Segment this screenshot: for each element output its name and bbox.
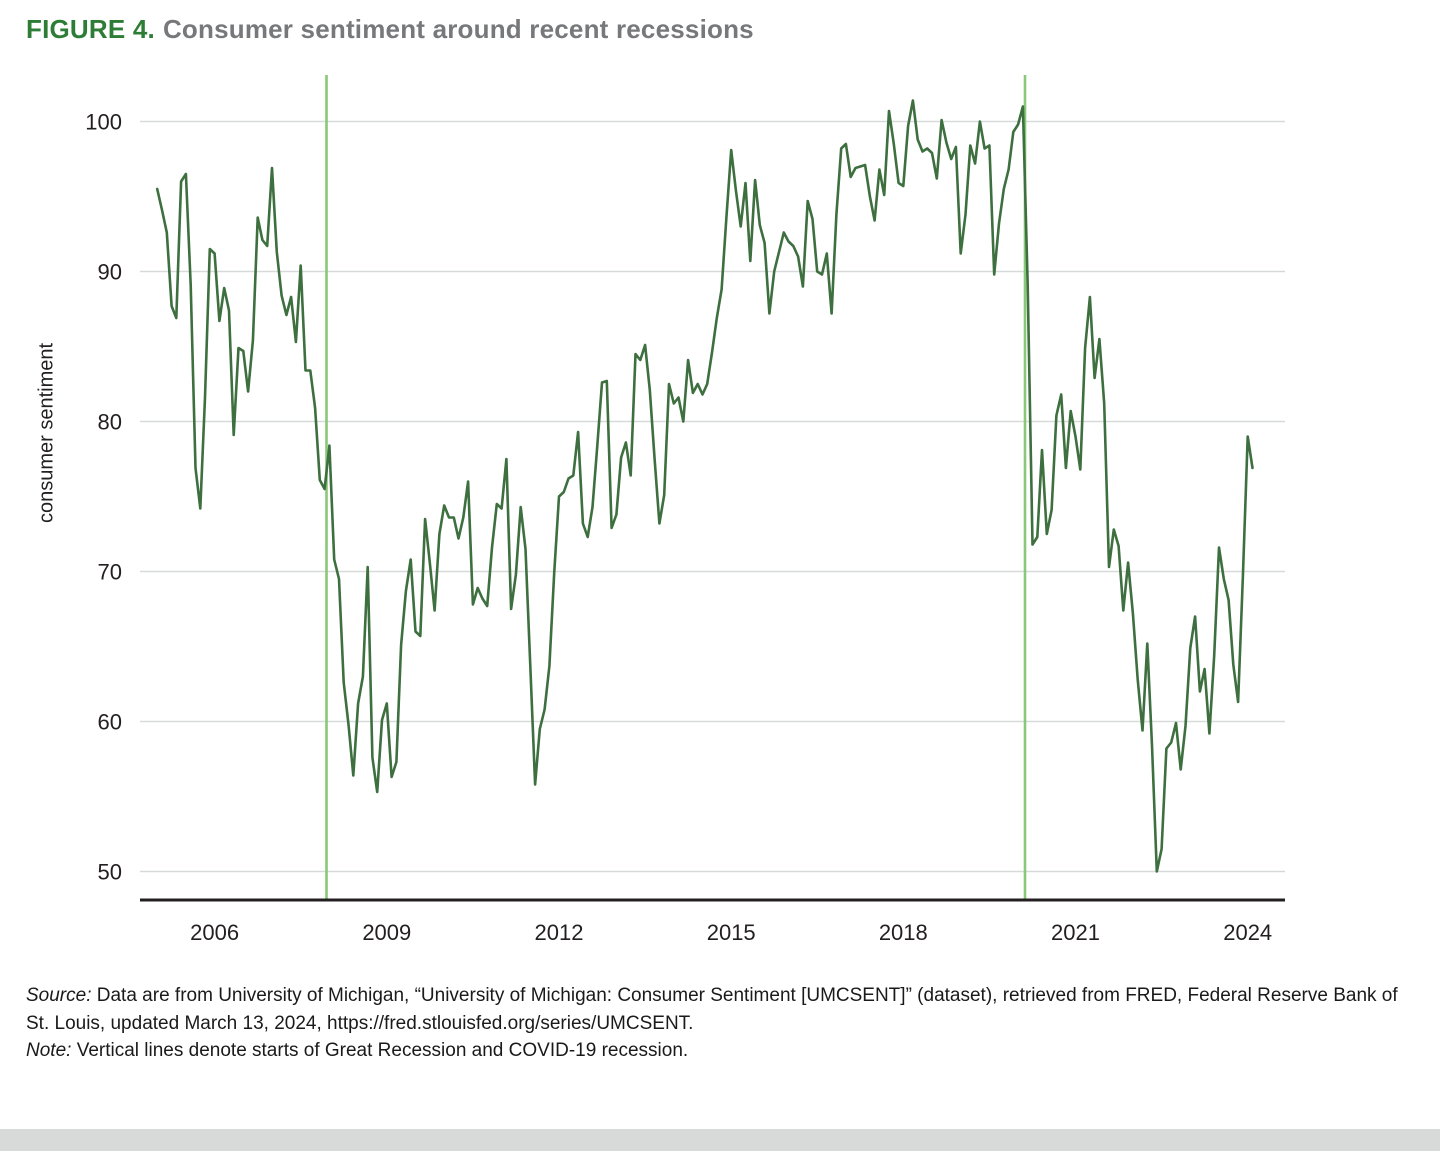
x-tick-label: 2024 xyxy=(1223,920,1272,945)
figure-title: FIGURE 4. Consumer sentiment around recen… xyxy=(26,14,754,45)
x-tick-label: 2015 xyxy=(707,920,756,945)
x-tick-label: 2006 xyxy=(190,920,239,945)
source-text: Data are from University of Michigan, “U… xyxy=(26,985,1398,1034)
sentiment-line-chart: 50 60 70 80 90 100 2006 2009 2012 2015 2018 2021 202… xyxy=(85,75,1285,945)
y-tick-label: 80 xyxy=(98,410,122,435)
y-tick-label: 50 xyxy=(98,860,122,885)
chart-area: 50 60 70 80 90 100 2006 2009 2012 2015 2018 2021 202… xyxy=(0,60,1440,960)
figure-number-label: FIGURE 4. xyxy=(26,14,155,44)
note-line: Note: Vertical lines denote starts of Gr… xyxy=(26,1037,1418,1065)
x-tick-label: 2012 xyxy=(535,920,584,945)
y-tick-label: 90 xyxy=(98,260,122,285)
source-label: Source: xyxy=(26,985,92,1006)
caption: Source: Data are from University of Mich… xyxy=(26,982,1418,1065)
source-line: Source: Data are from University of Mich… xyxy=(26,982,1418,1037)
y-tick-label: 70 xyxy=(98,560,122,585)
note-text: Vertical lines denote starts of Great Re… xyxy=(71,1040,689,1062)
y-tick-label: 60 xyxy=(98,710,122,735)
x-tick-label: 2018 xyxy=(879,920,928,945)
x-tick-label: 2021 xyxy=(1051,920,1100,945)
footer-strip xyxy=(0,1129,1440,1151)
note-label: Note: xyxy=(26,1040,72,1062)
sentiment-series-line xyxy=(155,99,1254,873)
y-axis-title: consumer sentiment xyxy=(35,342,58,524)
x-tick-label: 2009 xyxy=(362,920,411,945)
y-tick-label: 100 xyxy=(85,110,122,135)
figure-title-text: Consumer sentiment around recent recessi… xyxy=(162,14,754,44)
